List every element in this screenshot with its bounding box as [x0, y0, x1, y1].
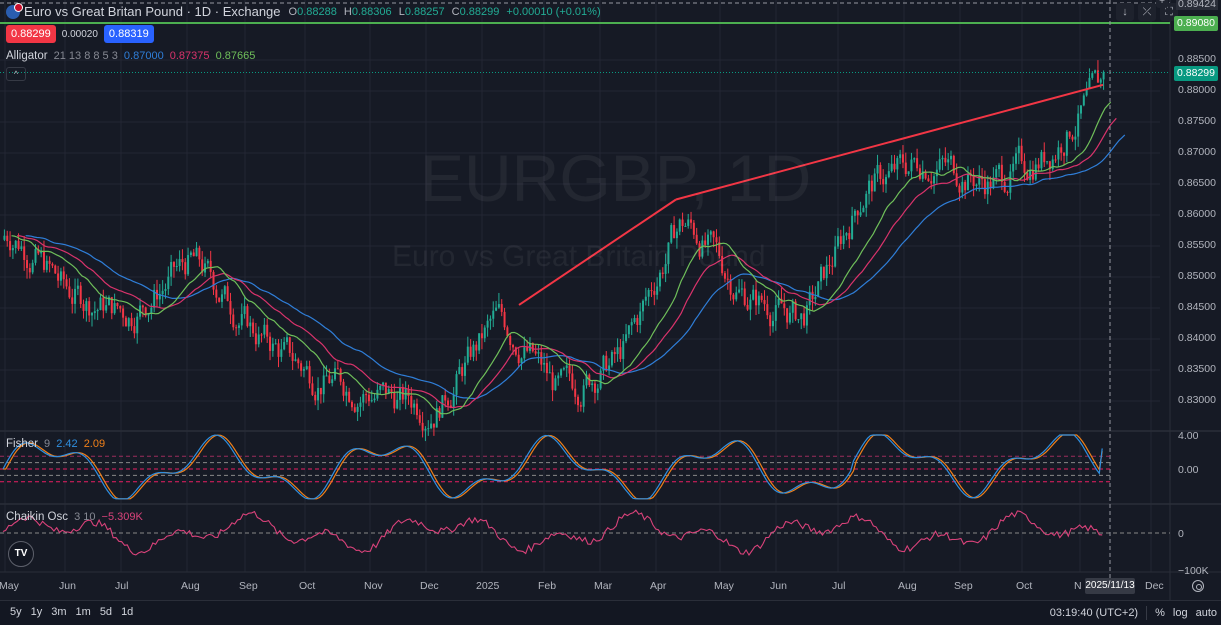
price-axis-label: 0.83000: [1178, 394, 1216, 406]
symbol-legend[interactable]: Euro vs Great Britan Pound · 1D · Exchan…: [6, 2, 605, 19]
top-price-label: 0.89424: [1176, 0, 1218, 10]
bottom-right-controls: 03:19:40 (UTC+2) % log auto: [1050, 606, 1217, 620]
time-axis-label: Jun: [770, 580, 787, 592]
plus-icon[interactable]: +: [1156, 0, 1168, 8]
range-buttons: 5y 1y 3m 1m 5d 1d: [10, 606, 133, 618]
watermark-description: Euro vs Great Britain Pound: [392, 240, 766, 273]
chaikin-axis-label-min: −100K: [1178, 565, 1209, 577]
maximize-pane-button[interactable]: ⤫: [1138, 3, 1156, 21]
price-axis-label: 0.83500: [1178, 363, 1216, 375]
chaikin-name: Chaikin Osc: [6, 511, 68, 523]
chart-area[interactable]: EURGBP, 1D Euro vs Great Britain Pound E…: [0, 0, 1221, 600]
chaikin-value: −5.309K: [101, 511, 143, 523]
auto-toggle[interactable]: auto: [1195, 607, 1217, 619]
time-axis-label: Feb: [538, 580, 557, 592]
crosshair-date-tag: 2025/11/13: [1085, 578, 1135, 594]
price-axis-label: 0.86000: [1178, 208, 1216, 220]
range-3m-button[interactable]: 3m: [51, 606, 67, 618]
alligator-name: Alligator: [6, 50, 48, 62]
low-label: L: [398, 5, 405, 18]
price-axis-label: 0.84000: [1178, 332, 1216, 344]
ohlc-values: O0.88288 H0.88306 L0.88257 C0.88299 +0.0…: [289, 6, 605, 18]
fisher-axis-label-zero: 0.00: [1178, 464, 1199, 476]
alligator-legend[interactable]: Alligator 21 13 8 8 5 3 0.87000 0.87375 …: [6, 50, 255, 62]
time-axis-label: Jul: [832, 580, 846, 592]
alligator-params: 21 13 8 8 5 3: [53, 50, 118, 62]
time-axis-label: May: [0, 580, 19, 592]
clock[interactable]: 03:19:40 (UTC+2): [1049, 607, 1139, 619]
fisher-params: 9: [44, 438, 51, 450]
time-axis-label: Aug: [898, 580, 917, 592]
percent-toggle[interactable]: %: [1155, 607, 1165, 619]
fisher-trigger-value: 2.09: [83, 438, 106, 450]
chaikin-axis-label-zero: 0: [1178, 528, 1184, 540]
divider: [1146, 606, 1148, 620]
price-axis-label: 0.85000: [1178, 270, 1216, 282]
time-axis-label: Sep: [954, 580, 973, 592]
bottom-toolbar: 5y 1y 3m 1m 5d 1d 03:19:40 (UTC+2) % log…: [0, 600, 1221, 625]
settings-gear-icon[interactable]: [1192, 580, 1204, 592]
price-axis-label: 0.87000: [1178, 146, 1216, 158]
range-5y-button[interactable]: 5y: [10, 606, 22, 618]
high-label: H: [343, 5, 352, 18]
price-axis-label: 0.84500: [1178, 301, 1216, 313]
high-value: 0.88306: [351, 5, 392, 18]
range-5d-button[interactable]: 5d: [99, 606, 113, 618]
alligator-teeth-value: 0.87375: [169, 50, 210, 62]
open-value: 0.88288: [297, 5, 337, 18]
price-axis-label: 0.88000: [1178, 84, 1216, 96]
time-axis-label: Oct: [299, 580, 316, 592]
close-value: 0.88299: [459, 5, 500, 18]
last-price-tag: 0.88299: [1174, 66, 1218, 81]
time-axis-label: Jun: [59, 580, 76, 592]
price-axis-label: 0.88500: [1178, 53, 1216, 65]
watermark-symbol: EURGBP, 1D: [420, 141, 812, 215]
buy-button[interactable]: 0.88319: [103, 25, 154, 43]
scroll-to-latest-button[interactable]: ↓: [1116, 3, 1134, 21]
time-axis-label: Apr: [650, 580, 667, 592]
price-axis-label: 0.86500: [1178, 177, 1216, 189]
time-axis-label: Sep: [239, 580, 258, 592]
price-axis-label: 0.87500: [1178, 115, 1216, 127]
change-value: +0.00010 (+0.01%): [506, 5, 601, 18]
time-axis-label: 2025: [476, 580, 500, 592]
time-axis-label: Dec: [1145, 580, 1164, 592]
alligator-lips-value: 0.87665: [215, 50, 256, 62]
chaikin-params: 3 10: [74, 511, 96, 523]
chaikin-legend[interactable]: Chaikin Osc 3 10 −5.309K: [6, 511, 143, 523]
trade-buttons: 0.88299 0.00020 0.88319: [6, 25, 154, 43]
open-label: O: [288, 5, 298, 18]
collapse-legend-button[interactable]: ^: [6, 67, 26, 81]
range-1d-button[interactable]: 1d: [121, 606, 134, 618]
symbol-title[interactable]: Euro vs Great Britan Pound · 1D · Exchan…: [24, 4, 281, 19]
fisher-name: Fisher: [6, 438, 38, 450]
time-axis-label: N: [1074, 580, 1082, 592]
sell-button[interactable]: 0.88299: [6, 25, 56, 43]
low-value: 0.88257: [404, 5, 445, 18]
horizontal-line-price-tag: 0.89080: [1174, 16, 1218, 31]
fisher-value: 2.42: [56, 438, 78, 450]
log-toggle[interactable]: log: [1172, 607, 1188, 619]
time-axis-label: Mar: [594, 580, 613, 592]
range-1m-button[interactable]: 1m: [75, 606, 91, 618]
time-axis-label: Aug: [181, 580, 200, 592]
alligator-jaw-value: 0.87000: [123, 50, 164, 62]
close-label: C: [451, 5, 460, 18]
tradingview-logo[interactable]: TV: [8, 541, 34, 567]
fisher-legend[interactable]: Fisher 9 2.42 2.09: [6, 438, 105, 450]
time-axis-label: Nov: [364, 580, 383, 592]
time-axis-label: Oct: [1016, 580, 1033, 592]
fisher-axis-label-top: 4.00: [1178, 430, 1199, 442]
chart-tools: ↓ ⤫ ⛶: [1116, 3, 1178, 21]
price-axis-label: 0.85500: [1178, 239, 1216, 251]
time-axis-label: Dec: [420, 580, 439, 592]
time-axis-label: May: [714, 580, 734, 592]
range-1y-button[interactable]: 1y: [30, 606, 43, 618]
chart-canvas[interactable]: [0, 0, 1221, 600]
time-axis-label: Jul: [115, 580, 129, 592]
currency-flag-icon: [6, 2, 23, 19]
candles: [3, 60, 1105, 442]
spread-value: 0.00020: [61, 28, 98, 40]
